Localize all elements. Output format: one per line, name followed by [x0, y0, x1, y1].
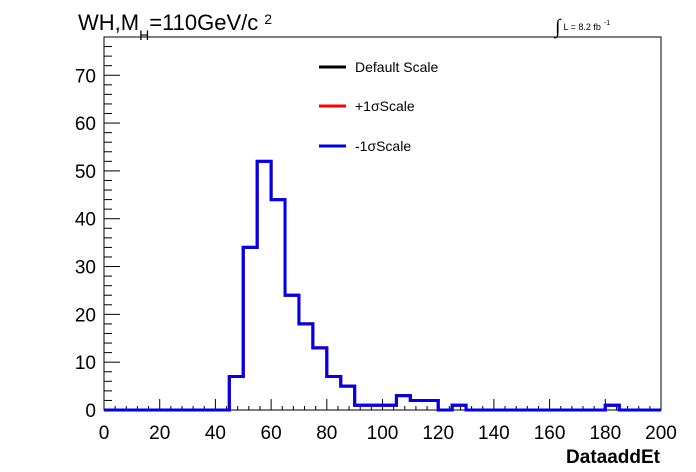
y-tick-label: 50 — [75, 162, 96, 183]
x-tick-label: 100 — [367, 423, 399, 444]
series-layer — [104, 159, 661, 412]
y-tick-label: 60 — [75, 114, 96, 135]
y-tick-label: 0 — [85, 401, 96, 422]
y-tick-label: 20 — [75, 305, 96, 326]
y-axis: 0 10 20 30 40 50 60 70 — [75, 36, 120, 422]
y-tick-label: 10 — [75, 353, 96, 374]
title-main: WH,M — [78, 10, 139, 35]
title-rest: =110GeV/c — [149, 10, 258, 35]
x-tick-label: 0 — [99, 423, 110, 444]
x-tick-label: 140 — [478, 423, 510, 444]
y-tick-label: 30 — [75, 258, 96, 279]
plot-frame — [103, 36, 662, 411]
series-line-1 — [104, 159, 661, 412]
y-tick-label: 70 — [75, 66, 96, 87]
x-tick-label: 160 — [534, 423, 566, 444]
legend-label-1: +1σScale — [355, 98, 415, 114]
series-line-2 — [104, 159, 661, 412]
y-tick-label: 40 — [75, 210, 96, 231]
integral-symbol: ∫ — [553, 16, 562, 39]
x-tick-label: 80 — [316, 423, 337, 444]
legend-label-0: Default Scale — [355, 59, 438, 75]
x-tick-label: 20 — [149, 423, 170, 444]
x-tick-label: 120 — [422, 423, 454, 444]
x-tick-label: 40 — [205, 423, 226, 444]
x-tick-label: 200 — [645, 423, 677, 444]
legend-label-2: -1σScale — [355, 138, 411, 154]
lumi-superscript: -1 — [604, 20, 610, 27]
title-superscript: 2 — [264, 11, 272, 27]
series-line-0 — [104, 159, 661, 412]
title-subscript: H — [139, 27, 149, 43]
x-axis: 0 20 40 60 80 100 120 140 160 180 200 — [99, 399, 677, 444]
x-axis-label: DataaddEt — [566, 447, 661, 468]
x-tick-label: 180 — [589, 423, 621, 444]
x-tick-label: 60 — [261, 423, 282, 444]
lumi-label: ∫ L = 8.2 fb -1 — [553, 16, 610, 39]
legend: Default Scale +1σScale -1σScale — [319, 59, 438, 154]
chart-title: WH,MH=110GeV/c 2 — [78, 10, 272, 43]
lumi-text: L = 8.2 fb — [563, 22, 600, 32]
